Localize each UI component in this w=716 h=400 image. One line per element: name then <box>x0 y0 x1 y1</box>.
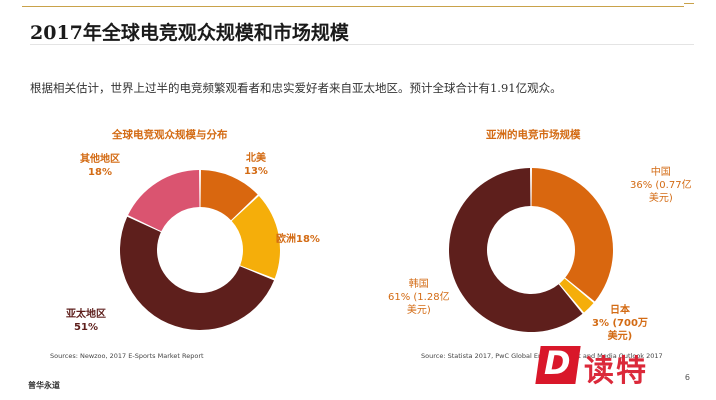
label-apac-name: 亚太地区 <box>66 309 106 320</box>
label-other: 其他地区 18% <box>80 153 120 179</box>
watermark-text: 读特 <box>584 354 648 389</box>
label-europe-name: 欧洲18% <box>276 234 320 245</box>
label-korea-name: 韩国 <box>408 279 429 290</box>
label-north-america: 北美 13% <box>244 152 268 178</box>
label-other-name: 其他地区 <box>80 154 120 165</box>
label-china-unit: 美元) <box>648 193 673 204</box>
label-china-value: 36% (0.77亿 <box>630 180 692 191</box>
label-japan-value: 3% (700万 <box>592 318 648 329</box>
label-apac-value: 51% <box>74 322 98 333</box>
asia-market-slice-1 <box>559 278 594 313</box>
audience-slice-0 <box>200 170 258 221</box>
label-north-america-name: 北美 <box>245 153 266 164</box>
watermark-letter: D <box>544 344 571 382</box>
label-europe: 欧洲18% <box>276 233 320 246</box>
label-japan-unit: 美元) <box>607 331 633 342</box>
label-china-name: 中国 <box>650 167 671 178</box>
page-title: 2017年全球电竞观众规模和市场规模 <box>30 22 349 44</box>
pwc-logo-text: 普华永道 <box>28 381 60 390</box>
asia-market-donut-chart <box>448 168 613 332</box>
label-korea: 韩国 61% (1.28亿 美元) <box>388 278 450 317</box>
corner-mark <box>684 3 694 10</box>
label-japan: 日本 3% (700万 美元) <box>592 304 648 343</box>
left-chart-source: Sources: Newzoo, 2017 E-Sports Market Re… <box>50 352 204 360</box>
page-number: 6 <box>684 373 690 382</box>
audience-slice-2 <box>120 216 275 330</box>
label-north-america-value: 13% <box>244 166 268 177</box>
label-apac: 亚太地区 51% <box>66 308 106 334</box>
audience-slice-1 <box>231 195 280 279</box>
label-other-value: 18% <box>88 167 112 178</box>
dute-watermark: D 读特 <box>535 344 688 389</box>
asia-market-slice-2 <box>448 168 583 332</box>
intro-text: 根据相关估计，世界上过半的电竞频繁观看者和忠实爱好者来自亚太地区。预计全球合计有… <box>30 81 562 95</box>
label-japan-name: 日本 <box>609 305 630 316</box>
asia-market-slice-0 <box>531 168 613 302</box>
top-rule <box>22 6 694 7</box>
label-china: 中国 36% (0.77亿 美元) <box>630 166 692 205</box>
right-chart-title: 亚洲的电竞市场规模 <box>486 129 581 141</box>
label-korea-unit: 美元) <box>406 305 431 316</box>
title-divider <box>30 44 694 45</box>
left-chart-title: 全球电竞观众规模与分布 <box>112 129 228 141</box>
audience-donut-chart <box>120 170 280 330</box>
audience-slice-3 <box>128 170 200 232</box>
label-korea-value: 61% (1.28亿 <box>388 292 450 303</box>
